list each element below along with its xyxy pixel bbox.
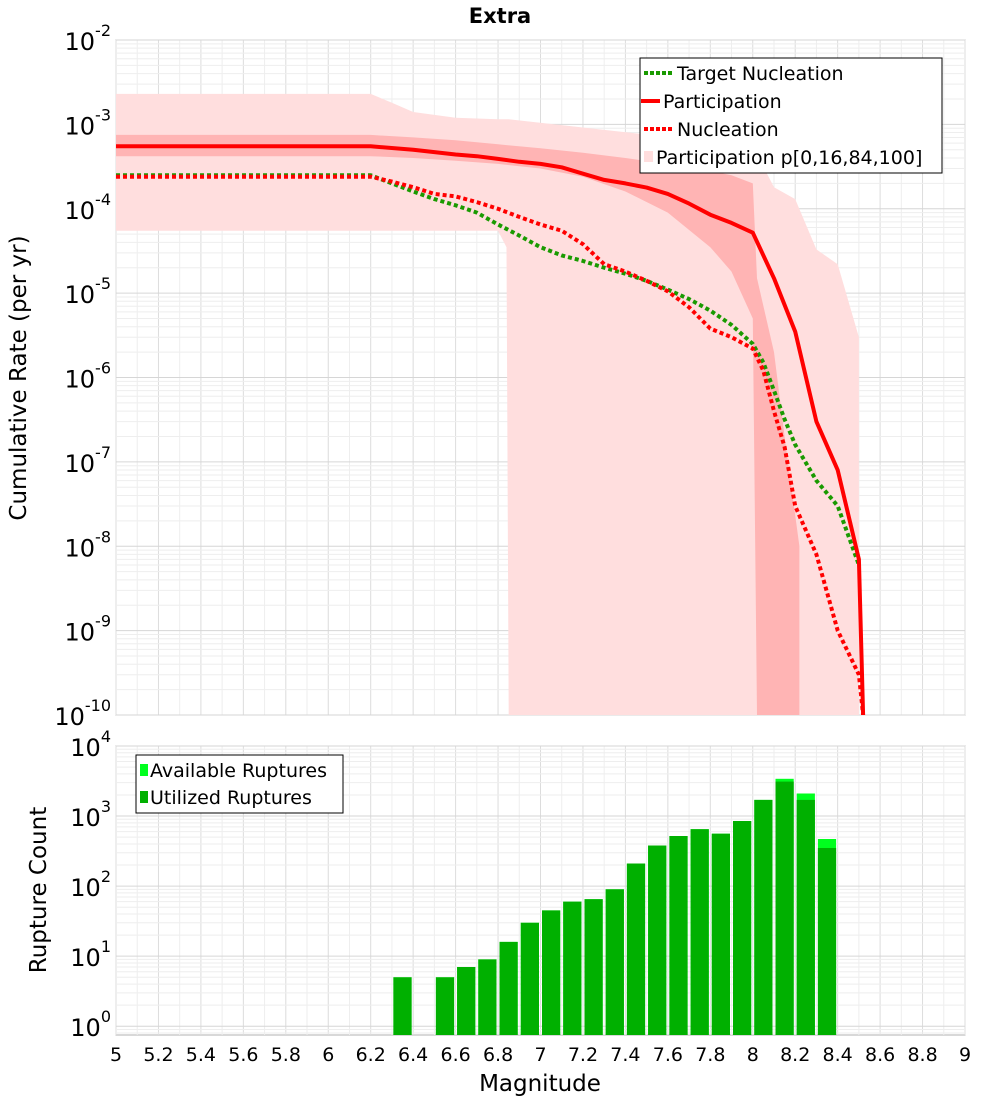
top-y-tick-labels: 10-10 10-9 10-8 10-7 10-6 10-5 10-4 10-3 10-2 (54, 21, 111, 731)
legend-label-utilized-ruptures: Utilized Ruptures (150, 787, 312, 809)
top-series-lines (116, 144, 866, 715)
x-tick-label: 8 (747, 1044, 759, 1066)
x-tick-label: 8.2 (780, 1044, 810, 1066)
bar-utilized-ruptures (648, 845, 667, 1035)
legend-swatch-utilized-ruptures (140, 791, 148, 803)
series-line-target-nucleation (116, 173, 861, 566)
bar-utilized-ruptures (435, 977, 455, 1035)
x-tick-label: 5.4 (186, 1044, 216, 1066)
bar-utilized-ruptures (669, 836, 688, 1035)
bar-utilized-ruptures (754, 799, 773, 1035)
legend-swatch-available-ruptures (140, 764, 148, 776)
bar-utilized-ruptures (563, 901, 582, 1035)
x-tick-label: 5.8 (271, 1044, 301, 1066)
x-tick-labels: 5 5.2 5.4 5.6 5.8 6 6.2 6.4 6.6 6.8 7 7.2 7.4 7.6 7.8 8… (110, 1044, 971, 1066)
legend-swatch-participation-band (644, 151, 653, 162)
x-tick-label: 6.4 (398, 1044, 428, 1066)
top-y-tick-label: 10-6 (65, 359, 112, 394)
x-tick-label: 7.6 (653, 1044, 683, 1066)
bottom-bars (393, 778, 837, 1035)
bottom-y-tick-label: 102 (70, 867, 111, 902)
bottom-legend-box (135, 754, 344, 814)
x-tick-label: 6 (322, 1044, 334, 1066)
bar-utilized-ruptures (775, 781, 794, 1035)
legend-label-participation-band: Participation p[0,16,84,100] (656, 147, 922, 169)
x-tick-label: 7.4 (610, 1044, 640, 1066)
series-line-nucleation (116, 174, 866, 715)
top-y-tick-label: 10-8 (65, 527, 112, 562)
x-tick-label: 5.6 (228, 1044, 258, 1066)
legend-label-participation: Participation (663, 91, 782, 113)
top-legend: Target Nucleation Participation Nucleati… (639, 57, 943, 174)
top-confidence-bands (116, 93, 859, 715)
bar-utilized-ruptures (796, 799, 815, 1035)
top-y-axis-label: Cumulative Rate (per yr) (6, 235, 32, 520)
bar-utilized-ruptures (690, 829, 709, 1035)
top-y-tick-label: 10-5 (65, 274, 112, 309)
bar-utilized-ruptures (711, 833, 730, 1035)
bottom-y-tick-label: 101 (70, 937, 111, 972)
x-tick-label: 7 (534, 1044, 546, 1066)
bottom-y-tick-labels: 100 101 102 103 104 (70, 727, 111, 1042)
band-participation-p-16-84 (116, 134, 800, 715)
bottom-y-axis-label: Rupture Count (26, 807, 52, 973)
chart-title: Extra (469, 4, 531, 28)
x-tick-label: 5 (110, 1044, 122, 1066)
bar-utilized-ruptures (733, 821, 752, 1035)
bottom-y-tick-label: 103 (70, 797, 111, 832)
x-tick-label: 6.2 (356, 1044, 386, 1066)
bottom-y-tick-label: 104 (70, 727, 111, 762)
top-y-tick-label: 10-9 (65, 612, 112, 647)
x-tick-label: 6.8 (483, 1044, 513, 1066)
x-tick-label: 7.8 (695, 1044, 725, 1066)
bar-utilized-ruptures (626, 863, 646, 1035)
bar-utilized-ruptures (542, 910, 561, 1035)
bar-utilized-ruptures (605, 889, 624, 1035)
bar-utilized-ruptures (499, 941, 518, 1035)
top-legend-box (639, 57, 943, 174)
legend-label-available-ruptures: Available Ruptures (150, 760, 327, 782)
x-tick-label: 8.4 (823, 1044, 853, 1066)
x-tick-label: 7.2 (568, 1044, 598, 1066)
top-y-tick-label: 10-10 (54, 696, 111, 731)
x-tick-label: 8.8 (907, 1044, 937, 1066)
bottom-legend: Available Ruptures Utilized Ruptures (135, 754, 344, 814)
top-y-tick-label: 10-2 (65, 21, 112, 56)
bar-utilized-ruptures (520, 922, 539, 1035)
legend-label-nucleation: Nucleation (677, 119, 779, 141)
x-axis-label: Magnitude (479, 1071, 601, 1097)
x-tick-label: 6.6 (440, 1044, 470, 1066)
bar-utilized-ruptures (478, 959, 497, 1035)
bar-utilized-ruptures (393, 977, 412, 1035)
band-participation-p-0-16-84-100 (116, 93, 859, 715)
bottom-y-tick-label: 100 (70, 1007, 111, 1042)
bar-utilized-ruptures (817, 848, 837, 1035)
top-y-tick-label: 10-3 (65, 105, 112, 140)
series-line-participation (116, 144, 866, 715)
legend-label-target-nucleation: Target Nucleation (676, 63, 844, 85)
top-y-tick-label: 10-4 (65, 190, 112, 225)
top-y-tick-label: 10-7 (65, 443, 112, 478)
x-tick-label: 9 (959, 1044, 971, 1066)
bar-utilized-ruptures (584, 899, 603, 1035)
x-tick-label: 8.6 (865, 1044, 895, 1066)
x-tick-label: 5.2 (143, 1044, 173, 1066)
bar-utilized-ruptures (457, 967, 476, 1035)
